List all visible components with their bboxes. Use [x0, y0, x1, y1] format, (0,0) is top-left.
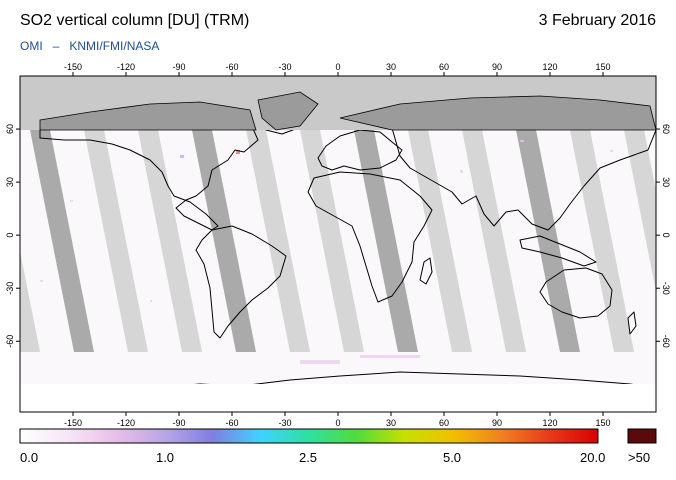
lon-tick-label: -120: [117, 62, 135, 72]
lon-tick-label: -30: [278, 62, 291, 72]
lon-tick-label: -90: [172, 418, 185, 428]
lon-tick-label: 90: [492, 418, 502, 428]
lon-tick-label: 60: [439, 418, 449, 428]
orbit-gap-band: [462, 130, 526, 352]
top-longitude-ticks: -150 -120 -90 -60 -30 0 30 60 90 120 150: [64, 62, 611, 76]
lon-tick-label: -60: [225, 62, 238, 72]
lat-tick-label: -30: [5, 282, 15, 295]
colorbar-label: 0.0: [20, 450, 39, 465]
southeast-asia-islands-outline: [519, 235, 597, 267]
lat-tick-label: 0: [661, 233, 671, 238]
orbit-gap-band: [354, 130, 418, 352]
credit-instrument: OMI: [20, 39, 43, 53]
lat-tick-label: 60: [661, 124, 671, 134]
lon-tick-label: -30: [278, 418, 291, 428]
colorbar-label: 20.0: [580, 450, 606, 465]
lon-tick-label: -150: [64, 62, 82, 72]
colorbar: [19, 428, 599, 444]
lon-tick-label: 120: [542, 418, 557, 428]
madagascar-outline: [419, 257, 433, 285]
africa-outline: [307, 171, 433, 303]
orbit-gap-band: [300, 130, 364, 352]
credit-line: OMI – KNMI/FMI/NASA: [20, 39, 159, 53]
map-title: SO2 vertical column [DU] (TRM): [20, 12, 250, 29]
orbit-gap-band: [570, 130, 634, 352]
north-america-outline: [39, 115, 259, 231]
lon-tick-label: 30: [386, 62, 396, 72]
orbit-swaths: [20, 130, 656, 352]
colorbar-label: 2.5: [298, 450, 318, 465]
colorbar-label: 5.0: [442, 450, 462, 465]
lon-tick-label: 0: [335, 62, 340, 72]
europe-outline: [317, 129, 403, 171]
map-date: 3 February 2016: [538, 12, 656, 29]
orbit-gap-band: [138, 130, 202, 352]
orbit-gap-band: [516, 130, 580, 352]
lat-tick-label: -60: [5, 335, 15, 348]
lon-tick-label: -150: [64, 418, 82, 428]
lon-tick-label: 150: [595, 62, 610, 72]
orbit-gap-band: [246, 130, 310, 352]
lat-tick-label: 60: [5, 124, 15, 134]
lat-tick-label: -60: [661, 335, 671, 348]
orbit-gap-band: [408, 130, 472, 352]
orbit-gap-band: [84, 130, 148, 352]
antarctic-area: [20, 384, 656, 412]
lon-tick-label: 90: [492, 62, 502, 72]
lon-tick-label: -90: [172, 62, 185, 72]
lon-tick-label: 30: [386, 418, 396, 428]
orbit-gap-band: [624, 130, 656, 292]
lon-tick-label: 120: [542, 62, 557, 72]
new-zealand-outline: [627, 311, 637, 335]
south-america-outline: [195, 225, 287, 339]
credit-agencies: KNMI/FMI/NASA: [69, 39, 160, 53]
lat-tick-label: -30: [661, 282, 671, 295]
lon-tick-label: -60: [225, 418, 238, 428]
polar-night-land: [39, 91, 656, 131]
lat-tick-label: 0: [5, 233, 15, 238]
bottom-longitude-ticks: -150 -120 -90 -60 -30 0 30 60 90 120 150: [64, 412, 611, 428]
colorbar-overflow-swatch: [627, 428, 657, 444]
left-latitude-ticks: 60 30 0 -30 -60: [5, 124, 20, 348]
lon-tick-label: 60: [439, 62, 449, 72]
right-latitude-ticks: 60 30 0 -30 -60: [656, 124, 671, 348]
orbit-gap-band: [20, 251, 40, 352]
orbit-gap-band: [30, 130, 94, 352]
lon-tick-label: 150: [595, 418, 610, 428]
lon-tick-label: 0: [335, 418, 340, 428]
colorbar-label: 1.0: [155, 450, 175, 465]
lat-tick-label: 30: [661, 177, 671, 187]
lon-tick-label: -120: [117, 418, 135, 428]
lat-tick-label: 30: [5, 177, 15, 187]
colorbar-overflow-label: >50: [628, 450, 651, 465]
credit-separator: –: [52, 39, 60, 53]
australia-outline: [539, 267, 613, 319]
